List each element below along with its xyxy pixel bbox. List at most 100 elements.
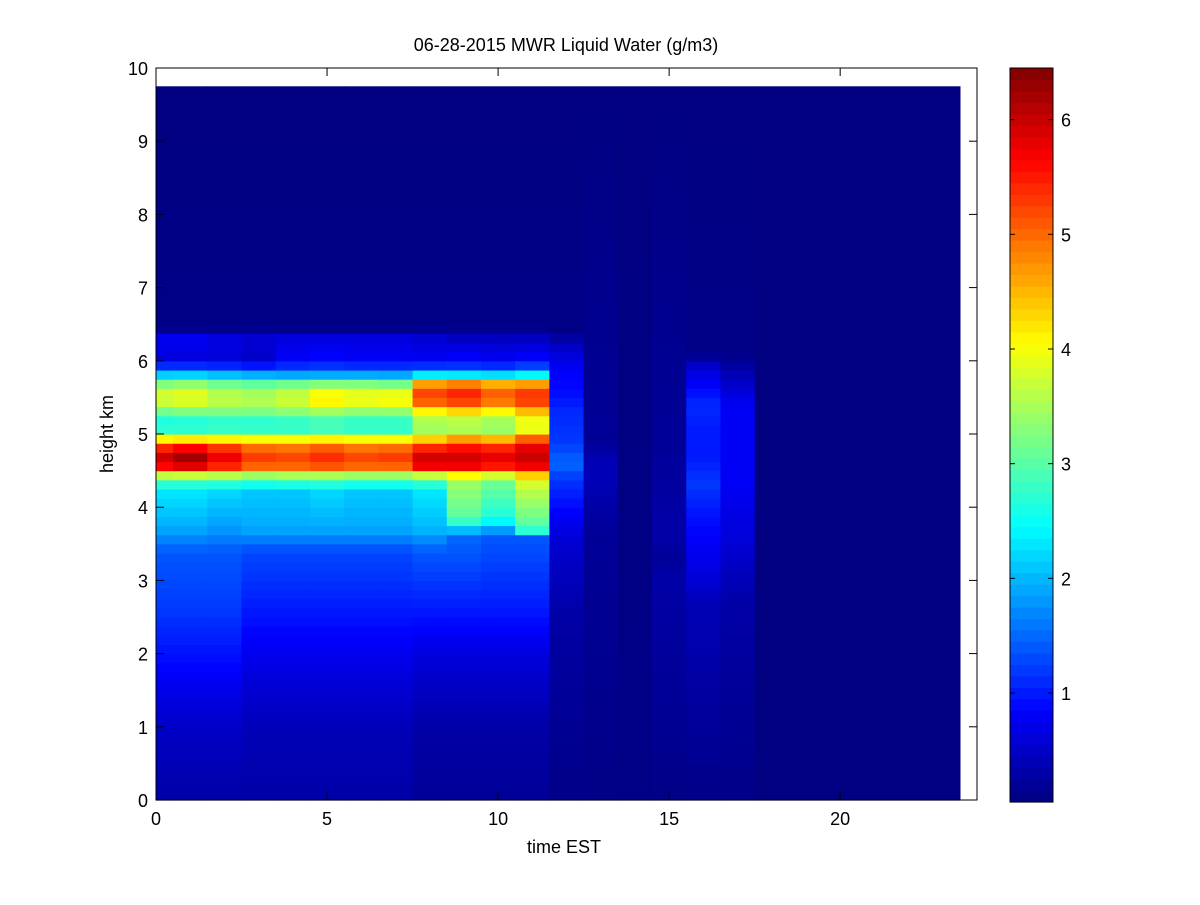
heatmap-cell [583,735,619,746]
heatmap-cell [480,141,516,151]
heatmap-cell [617,479,653,490]
colorbar-strip [1010,457,1053,471]
heatmap-cell [549,525,585,536]
heatmap-cell [652,241,687,252]
heatmap-cell [275,562,311,572]
heatmap-cell [309,214,345,225]
heatmap-cell [515,763,550,774]
colorbar-strip [1010,262,1053,276]
colorbar-strip [1010,435,1053,448]
heatmap-cell [207,443,243,453]
heatmap-cell [549,397,585,408]
heatmap-cell [412,772,448,783]
heatmap-cell [549,507,585,517]
heatmap-cell [309,333,345,344]
heatmap-cell [549,735,585,746]
heatmap-cell [754,754,961,764]
heatmap-cell [275,735,311,746]
heatmap-cell [515,424,550,435]
heatmap-cell [309,251,345,261]
heatmap-cell [412,397,448,408]
heatmap-cell [156,260,174,270]
heatmap-cell [446,681,482,691]
heatmap-cell [378,369,414,380]
heatmap-cell [241,122,277,133]
heatmap-cell [686,223,722,234]
heatmap-cell [549,205,585,215]
heatmap-cell [583,397,619,408]
heatmap-cell [309,351,345,362]
heatmap-cell [156,681,174,691]
heatmap-cell [241,369,277,380]
heatmap-cell [720,571,756,581]
heatmap-cell [720,534,756,545]
heatmap-cell [515,132,550,142]
heatmap-cell [515,305,550,316]
heatmap-cell [173,525,208,536]
heatmap-cell [378,315,414,325]
colorbar-strip [1010,698,1053,711]
heatmap-cell [412,671,448,682]
heatmap-cell [583,132,619,142]
heatmap-cell [686,251,722,261]
heatmap-cell [617,86,653,97]
heatmap-cell [583,790,619,801]
heatmap-cell [156,699,174,710]
heatmap-cell [241,735,277,746]
heatmap-cell [652,562,687,572]
heatmap-cell [549,278,585,289]
heatmap-cell [446,598,482,609]
heatmap-cell [652,525,687,536]
heatmap-cell [207,580,243,591]
heatmap-cell [480,388,516,398]
heatmap-cell [173,479,208,490]
heatmap-cell [686,186,722,197]
heatmap-cell [549,708,585,719]
heatmap-cell [275,662,311,673]
heatmap-cell [480,699,516,710]
heatmap-cell [446,360,482,371]
heatmap-cell [720,150,756,161]
heatmap-cell [344,223,379,234]
heatmap-cell [412,543,448,554]
heatmap-cell [173,635,208,646]
heatmap-cell [446,379,482,389]
heatmap-cell [720,132,756,142]
colorbar-strip [1010,217,1053,230]
heatmap-cell [173,580,208,591]
heatmap-cell [754,589,961,600]
heatmap-cell [446,196,482,206]
heatmap-cell [754,177,961,188]
heatmap-cell [583,488,619,499]
heatmap-cell [652,397,687,408]
heatmap-cell [720,205,756,215]
heatmap-cell [754,360,961,371]
heatmap-cell [309,470,345,481]
heatmap-cell [686,196,722,206]
heatmap-cell [412,351,448,362]
heatmap-cell [583,644,619,655]
heatmap-cell [207,699,243,710]
heatmap-cell [378,95,414,106]
heatmap-cell [275,324,311,334]
heatmap-cell [652,781,687,792]
heatmap-cell [754,607,961,618]
heatmap-cell [686,159,722,170]
heatmap-cell [344,397,379,408]
heatmap-cell [241,186,277,197]
heatmap-cell [652,95,687,106]
heatmap-cell [515,269,550,280]
heatmap-cell [720,781,756,792]
heatmap-cell [754,580,961,591]
heatmap-cell [275,552,311,563]
heatmap-cell [720,251,756,261]
heatmap-cell [344,342,379,353]
heatmap-cell [583,214,619,225]
heatmap-cell [652,580,687,591]
heatmap-cell [617,580,653,591]
heatmap-cell [515,498,550,508]
heatmap-cell [241,671,277,682]
heatmap-cell [207,196,243,206]
heatmap-cell [720,662,756,673]
heatmap-cell [515,662,550,673]
